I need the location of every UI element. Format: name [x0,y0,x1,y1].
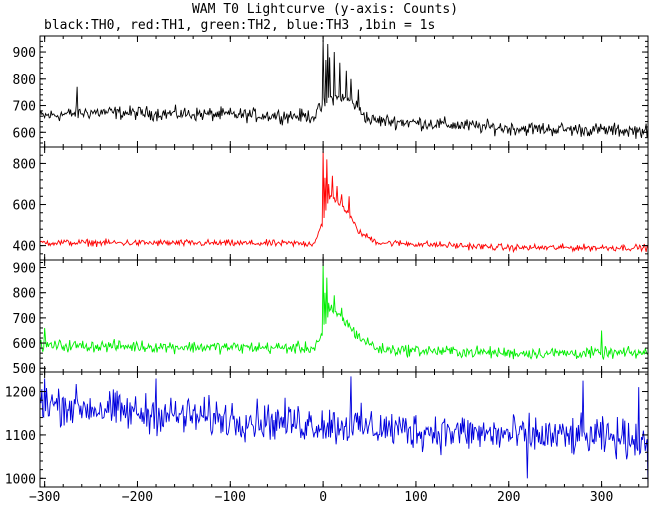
x-tick-label: −300 [29,490,60,505]
y-tick-label: 600 [13,199,36,214]
series-th0-line [40,40,648,139]
chart-subtitle: black:TH0, red:TH1, green:TH2, blue:TH3 … [44,18,436,33]
x-tick-label: 100 [404,490,427,505]
x-tick-label: −100 [215,490,246,505]
y-tick-label: 400 [13,240,36,255]
y-tick-label: 1100 [5,429,36,444]
y-tick-label: 700 [13,312,36,327]
y-tick-label: 500 [13,362,36,377]
series-th1-line [40,151,648,254]
chart-title: WAM T0 Lightcurve (y-axis: Counts) [191,2,459,17]
panel-2-frame [39,146,649,261]
y-tick-label: 800 [13,287,36,302]
y-tick-label: 600 [13,337,36,352]
y-tick-label: 900 [13,262,36,277]
x-tick-label: 200 [497,490,520,505]
panel-4-frame [39,371,649,488]
y-tick-label: 600 [13,126,36,141]
y-tick-label: 900 [13,46,36,61]
x-tick-label: −200 [122,490,153,505]
x-tick-label: 0 [319,490,327,505]
panel-3-frame [39,259,649,373]
y-tick-label: 700 [13,100,36,115]
y-tick-label: 800 [13,157,36,172]
y-tick-label: 800 [13,73,36,88]
y-tick-label: 1200 [5,386,36,401]
series-th3-line [40,376,648,487]
x-tick-label: 300 [590,490,613,505]
y-tick-label: 1000 [5,472,36,487]
series-th2-line [40,263,648,360]
